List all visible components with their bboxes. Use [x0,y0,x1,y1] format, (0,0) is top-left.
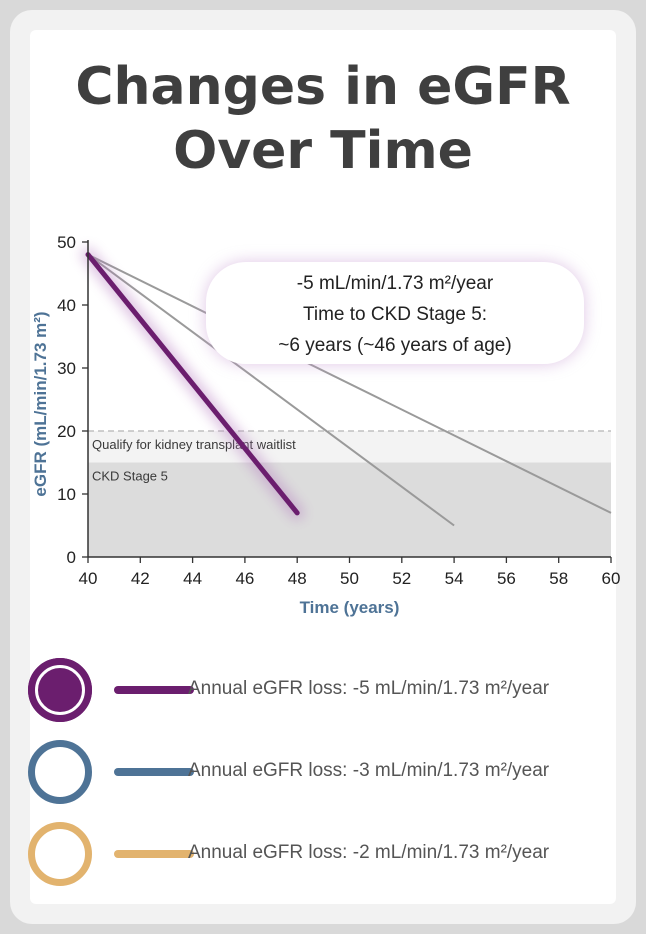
x-tick-label: 54 [445,569,464,588]
x-tick-label: 56 [497,569,516,588]
annotation-box [206,262,584,364]
y-tick-label: 50 [57,233,76,252]
series-2-line [87,253,455,527]
y-tick-label: 0 [67,548,76,567]
annotation-line-1: -5 mL/min/1.73 m²/year [297,273,494,294]
title-line-1: Changes in eGFR [75,57,571,117]
band-1 [88,431,611,463]
band-2 [88,462,611,557]
title-line-2: Over Time [173,121,473,181]
band-label-1: Qualify for kidney transplant waitlist [92,437,296,452]
y-tick-label: 20 [57,422,76,441]
annotation-line-2: Time to CKD Stage 5: [303,304,487,325]
x-tick-label: 52 [392,569,411,588]
series-1-line [85,252,300,516]
y-tick-label: 10 [57,485,76,504]
x-tick-label: 48 [288,569,307,588]
x-tick-label: 50 [340,569,359,588]
x-tick-label: 60 [602,569,621,588]
band-label-2: CKD Stage 5 [92,469,168,484]
series-3-line [87,253,612,514]
x-tick-label: 58 [549,569,568,588]
x-tick-label: 44 [183,569,202,588]
page-title: Changes in eGFR Over Time [0,55,646,183]
x-tick-label: 42 [131,569,150,588]
x-tick-label: 40 [79,569,98,588]
y-tick-label: 30 [57,359,76,378]
y-tick-label: 40 [57,296,76,315]
x-tick-label: 46 [235,569,254,588]
x-axis-title: Time (years) [300,598,400,617]
y-axis-title: eGFR (mL/min/1.73 m²) [31,311,50,496]
annotation-line-3: ~6 years (~46 years of age) [278,335,511,356]
